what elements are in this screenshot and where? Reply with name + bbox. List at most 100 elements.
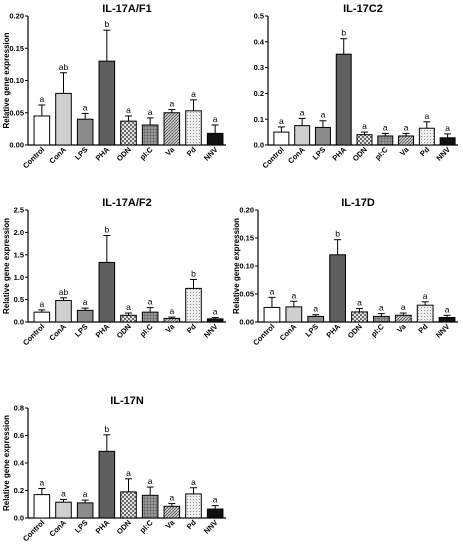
x-tick-label: NNV	[434, 145, 452, 163]
x-tick-label: pI:C	[369, 322, 386, 339]
bar-lps	[307, 315, 325, 323]
y-tick-label: 0.10	[239, 262, 254, 271]
significance-label: a	[213, 114, 218, 124]
x-tick-label: PHA	[94, 322, 112, 340]
panel-title: IL-17N	[110, 395, 144, 407]
significance-label: a	[213, 307, 218, 317]
x-tick-label: ConA	[286, 145, 307, 166]
x-tick-label: ODN	[115, 518, 133, 536]
significance-label: ab	[59, 62, 69, 72]
x-tick-label: Control	[251, 322, 276, 347]
bar-lps	[76, 309, 94, 323]
bar-cona	[55, 92, 72, 146]
significance-label: b	[104, 19, 109, 29]
bar-pd	[416, 304, 434, 323]
x-tick-label: ODN	[115, 145, 133, 163]
significance-label: b	[335, 229, 340, 239]
y-tick-label: 2.0	[14, 228, 24, 237]
x-tick-label: Va	[395, 321, 408, 334]
significance-label: a	[169, 99, 174, 109]
x-tick-label: LPS	[73, 518, 90, 535]
y-tick-label: 0.15	[239, 234, 254, 243]
x-tick-label: Control	[261, 145, 286, 170]
y-tick-label: 0.2	[14, 486, 24, 495]
significance-label: a	[401, 302, 406, 312]
y-tick-label: 0.6	[14, 431, 24, 440]
panel-il-17c2: IL-17C2 0.0 0.1 0.2 0.3 0.4 0.5 a Control a ConA a L…	[254, 3, 458, 170]
bar-control	[263, 306, 281, 323]
y-tick-label: 0.5	[254, 12, 264, 21]
significance-label: a	[357, 298, 362, 308]
bar-pha	[98, 60, 116, 146]
x-tick-label: Pd	[416, 322, 429, 335]
x-tick-label: Pd	[185, 145, 198, 158]
x-tick-label: Va	[164, 144, 177, 157]
significance-label: a	[126, 105, 131, 115]
bar-lps	[76, 118, 94, 146]
bar-pd	[185, 110, 202, 146]
x-tick-label: ConA	[47, 518, 68, 539]
x-tick-label: Pd	[185, 322, 198, 335]
bar-cona	[55, 501, 72, 519]
x-tick-label: NNV	[202, 145, 220, 163]
x-tick-label: Pd	[418, 145, 431, 158]
x-tick-label: ConA	[47, 322, 68, 343]
significance-label: a	[148, 107, 153, 117]
x-tick-label: Pd	[185, 518, 198, 531]
bar-pd	[185, 493, 202, 519]
x-tick-label: ConA	[47, 145, 68, 166]
bar-pd	[185, 287, 202, 323]
bar-odn	[120, 120, 137, 146]
bar-odn	[356, 134, 373, 146]
bar-pi-c	[373, 315, 390, 323]
y-tick-label: 0.0	[14, 318, 24, 327]
y-axis-label: Relative gene expression	[2, 415, 11, 511]
significance-label: a	[279, 116, 284, 126]
significance-label: a	[126, 468, 131, 478]
x-tick-label: PHA	[324, 322, 342, 340]
x-tick-label: Control	[21, 145, 46, 170]
significance-label: a	[39, 94, 44, 104]
bar-nnv	[206, 132, 224, 146]
y-axis-label: Relative gene expression	[232, 218, 241, 314]
x-tick-label: NNV	[202, 322, 220, 340]
panel-title: IL-17C2	[343, 3, 383, 15]
x-tick-label: NNV	[202, 518, 220, 536]
x-tick-label: ODN	[115, 322, 133, 340]
y-tick-label: 2.5	[14, 206, 24, 215]
panel-title: IL-17A/F2	[102, 197, 152, 209]
significance-label: a	[191, 89, 196, 99]
y-tick-label: 0.00	[239, 318, 254, 327]
y-tick-label: 0.0	[14, 514, 24, 523]
significance-label: a	[445, 304, 450, 314]
x-tick-label: ODN	[351, 145, 369, 163]
y-tick-label: 0.2	[254, 89, 264, 98]
panel-il-17a-f1: IL-17A/F1 Relative gene expression 0.00 0.0…	[2, 3, 226, 170]
x-tick-label: LPS	[303, 322, 320, 339]
significance-label: b	[191, 268, 196, 278]
x-tick-label: Va	[164, 321, 177, 334]
x-tick-label: ConA	[278, 322, 299, 343]
significance-label: a	[270, 286, 275, 296]
x-tick-label: LPS	[73, 145, 90, 162]
significance-label: a	[39, 299, 44, 309]
y-axis-label: Relative gene expression	[2, 218, 11, 314]
bar-pha	[98, 450, 116, 519]
significance-label: a	[83, 102, 88, 112]
chart-panels: IL-17A/F1 Relative gene expression 0.00 0.0…	[2, 3, 458, 543]
significance-label: a	[83, 297, 88, 307]
y-tick-label: 0.20	[239, 206, 254, 215]
bar-va	[163, 317, 181, 323]
significance-label: a	[126, 302, 131, 312]
y-tick-label: 0.8	[14, 404, 24, 413]
bar-pha	[335, 53, 352, 146]
bar-pha	[98, 261, 116, 323]
significance-label: a	[83, 489, 88, 499]
significance-label: a	[300, 107, 305, 117]
bar-odn	[351, 311, 368, 323]
bar-control	[33, 311, 51, 323]
x-tick-label: NNV	[434, 322, 452, 340]
